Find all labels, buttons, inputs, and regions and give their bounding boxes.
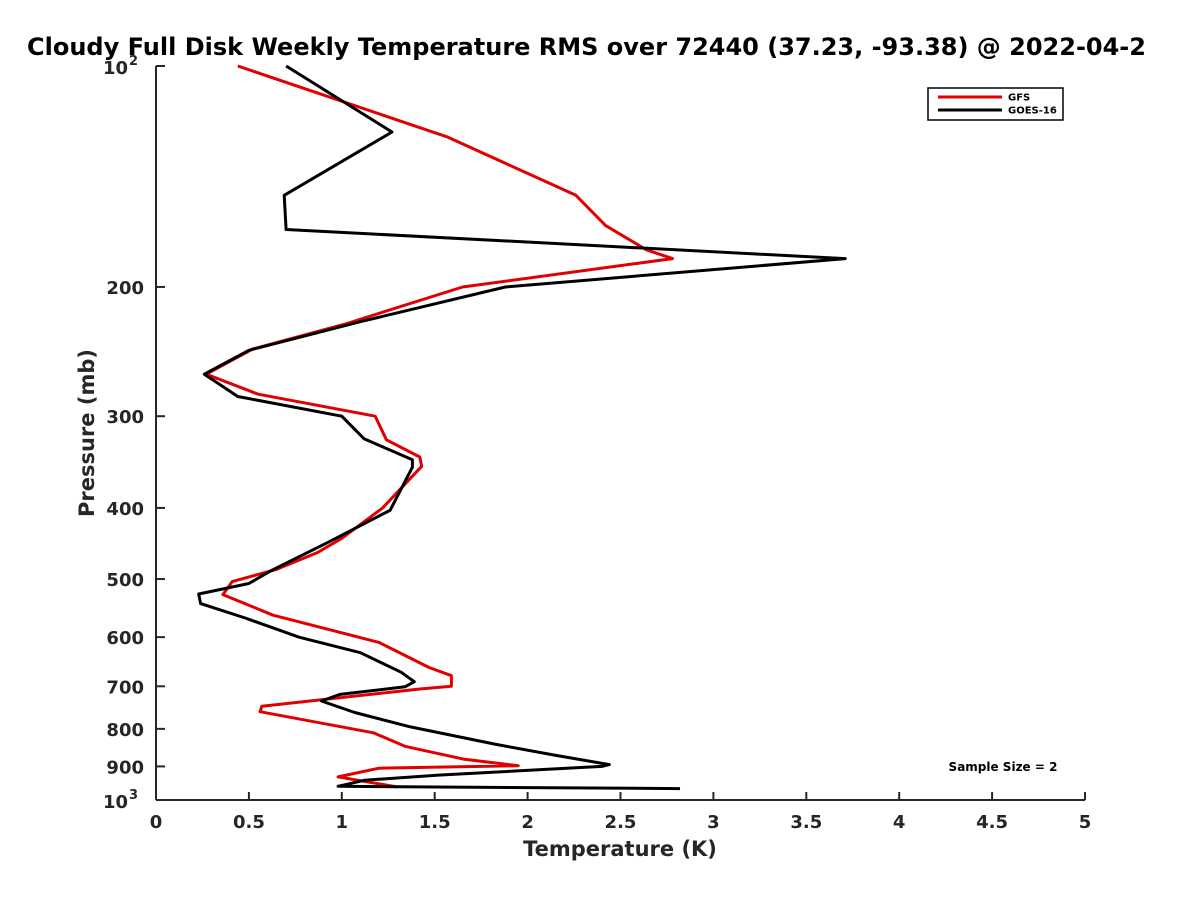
plot-series: [197, 64, 847, 791]
plot-axes: 0 0.5 1 1.5 2 2.5 3 3.5 4 4.5 510 22003004005006007…: [103, 54, 1091, 833]
chart-title: Cloudy Full Disk Weekly Temperature RMS …: [27, 33, 1146, 61]
x-tick-label: 3.5: [790, 812, 822, 833]
y-tick-label: 600: [106, 628, 144, 649]
x-tick-label: 4.5: [976, 812, 1008, 833]
x-tick-label: 3: [707, 812, 720, 833]
legend-entry: GFS: [1008, 93, 1030, 104]
x-tick-label: 1.5: [419, 812, 451, 833]
legend-box: [927, 87, 1064, 121]
x-tick-label: 2.5: [605, 812, 637, 833]
x-axis-label: Temperature (K): [523, 837, 717, 861]
legend-entry: GOES-16: [1008, 106, 1057, 117]
y-tick-label: 300: [106, 407, 144, 428]
y-axis-label: Pressure (mb): [75, 349, 99, 517]
x-tick-label: 2: [521, 812, 534, 833]
y-tick-label: 10: [103, 792, 128, 813]
y-tick-label: 10: [103, 58, 128, 79]
y-tick-label: 800: [106, 720, 144, 741]
y-tick-label: 200: [106, 278, 144, 299]
y-tick-exponent: 3: [129, 788, 138, 803]
x-tick-label: 4: [893, 812, 906, 833]
y-tick-label: 400: [106, 499, 144, 520]
y-tick-label: 900: [106, 757, 144, 778]
legend: GFS GOES-16: [927, 87, 1064, 121]
y-tick-exponent: 2: [129, 54, 138, 69]
y-tick-label: 700: [106, 677, 144, 698]
x-tick-label: 5: [1079, 812, 1092, 833]
x-tick-label: 0: [150, 812, 163, 833]
y-tick-label: 500: [106, 570, 144, 591]
series-line-goes-16: [197, 64, 847, 791]
x-tick-label: 1: [336, 812, 349, 833]
sample-size-annotation: Sample Size = 2: [949, 760, 1058, 774]
x-tick-label: 0.5: [233, 812, 265, 833]
series-line-gfs: [204, 64, 674, 789]
